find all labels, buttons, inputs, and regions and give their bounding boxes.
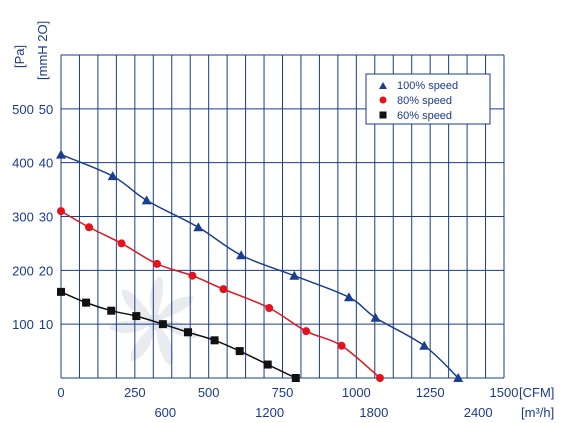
x-tick-label-cfm: 1500 bbox=[490, 385, 519, 400]
series-point-triangle bbox=[193, 222, 204, 232]
x-tick-label-cfm: 1250 bbox=[416, 385, 445, 400]
series-point-triangle bbox=[419, 340, 430, 350]
y-unit-secondary: [mmH 2O] bbox=[35, 21, 50, 80]
x-tick-label-cfm: 250 bbox=[124, 385, 146, 400]
series-line-2 bbox=[60, 291, 297, 379]
series-point-circle bbox=[117, 239, 126, 248]
series-point-circle bbox=[302, 327, 311, 336]
series-point-triangle bbox=[141, 195, 152, 205]
y-tick-label-pa: 100 bbox=[12, 317, 34, 332]
legend-label-100: 100% speed bbox=[397, 80, 458, 92]
x-tick-label-m3h: 2400 bbox=[464, 405, 493, 420]
y-tick-label-pa: 300 bbox=[12, 210, 34, 225]
x-tick-label-m3h: 600 bbox=[154, 405, 176, 420]
legend-box bbox=[365, 73, 491, 125]
series-point-square bbox=[210, 336, 219, 345]
series-point-circle bbox=[337, 341, 346, 350]
series-point-circle bbox=[219, 285, 228, 294]
series-point-circle bbox=[188, 271, 197, 280]
series-point-square bbox=[158, 320, 167, 329]
x-tick-label-cfm: 750 bbox=[272, 385, 294, 400]
series-point-square bbox=[235, 347, 244, 356]
x-tick-label-m3h: 1800 bbox=[359, 405, 388, 420]
y-tick-label-mmh2o: 50 bbox=[39, 102, 53, 117]
x-tick-label-cfm: 500 bbox=[198, 385, 220, 400]
x-tick-label-cfm: 0 bbox=[57, 385, 64, 400]
series-point-circle bbox=[85, 223, 94, 232]
legend-marker-80 bbox=[379, 96, 387, 104]
series-point-square bbox=[107, 306, 116, 315]
series-point-circle bbox=[57, 207, 65, 216]
legend-label-60: 60% speed bbox=[397, 110, 452, 122]
axes: 0 250 500 750 1000 1250 1500 600 1200 1800 2400 100… bbox=[12, 102, 518, 420]
watermark-fan-blade bbox=[155, 296, 194, 322]
x-unit-secondary: [m³/h] bbox=[521, 405, 554, 420]
x-unit-primary: [CFM] bbox=[519, 385, 554, 400]
series-point-square bbox=[132, 312, 141, 321]
series-point-circle bbox=[375, 374, 384, 382]
y-tick-label-mmh2o: 30 bbox=[39, 210, 53, 225]
series-point-square bbox=[263, 360, 272, 369]
y-tick-label-pa: 200 bbox=[12, 263, 34, 278]
series-point-square bbox=[291, 374, 300, 382]
series-point-triangle bbox=[56, 149, 66, 159]
series-point-triangle bbox=[453, 373, 464, 382]
grid bbox=[60, 54, 505, 379]
series-line-1 bbox=[60, 210, 381, 379]
x-tick-label-m3h: 1200 bbox=[255, 405, 284, 420]
series-layer bbox=[56, 149, 464, 382]
y-tick-label-mmh2o: 20 bbox=[39, 263, 53, 278]
series-point-square bbox=[183, 328, 192, 337]
series-point-square bbox=[57, 287, 65, 296]
series-point-triangle bbox=[236, 250, 247, 260]
series-line-0 bbox=[60, 153, 459, 379]
y-tick-label-mmh2o: 10 bbox=[39, 317, 53, 332]
y-tick-label-mmh2o: 40 bbox=[39, 156, 53, 171]
y-tick-label-pa: 500 bbox=[12, 102, 34, 117]
series-point-circle bbox=[152, 259, 161, 268]
series-point-triangle bbox=[343, 292, 354, 302]
y-tick-label-pa: 400 bbox=[12, 156, 34, 171]
series-point-triangle bbox=[107, 171, 118, 181]
x-tick-label-cfm: 1000 bbox=[342, 385, 371, 400]
series-point-square bbox=[82, 298, 91, 307]
watermark-fan-blade bbox=[121, 289, 155, 322]
y-unit-primary: [Pa] bbox=[12, 45, 27, 68]
legend: 100% speed 80% speed 60% speed bbox=[365, 73, 491, 125]
legend-marker-100 bbox=[379, 82, 387, 89]
series-point-triangle bbox=[370, 312, 381, 322]
legend-marker-60 bbox=[379, 111, 387, 119]
series-point-triangle bbox=[289, 270, 300, 280]
watermark-fan-blade bbox=[130, 322, 155, 362]
legend-label-80: 80% speed bbox=[397, 95, 452, 107]
series-point-circle bbox=[265, 304, 274, 313]
watermark-fan-blade bbox=[155, 322, 174, 366]
